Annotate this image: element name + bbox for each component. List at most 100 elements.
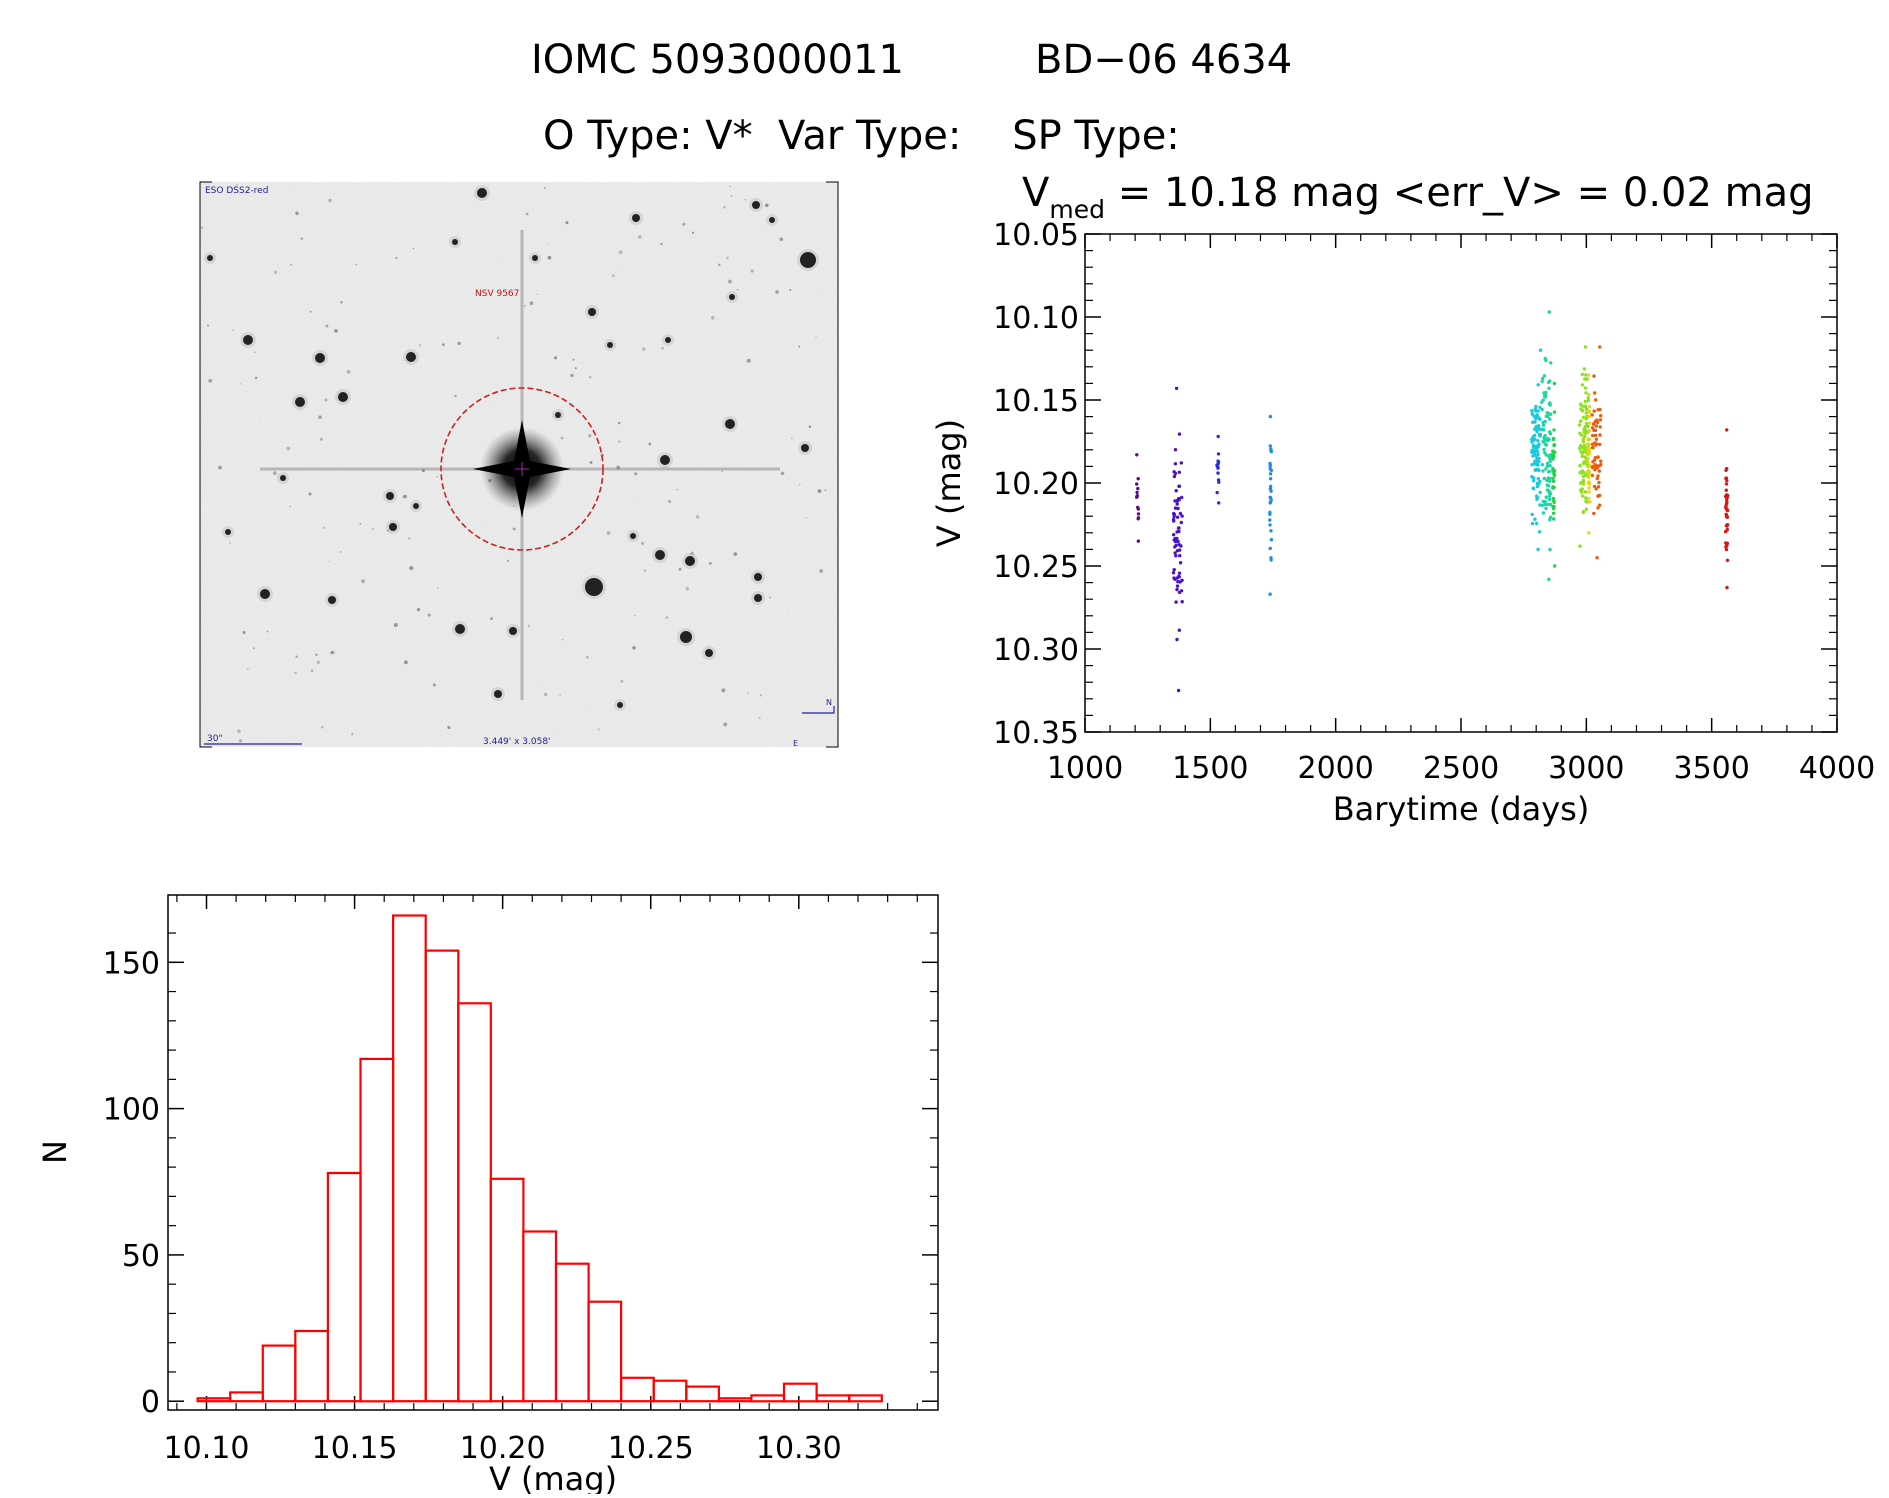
field-star-core	[660, 455, 670, 465]
lc-point	[1579, 407, 1583, 411]
lc-point	[1175, 584, 1180, 588]
lc-point	[1588, 500, 1592, 504]
lc-point	[1545, 461, 1550, 466]
faint-star	[308, 492, 312, 496]
lc-point	[1552, 443, 1557, 447]
lc-title: Vmed = 10.18 mag <err_V> = 0.02 mag	[1022, 170, 1814, 224]
lc-point	[1592, 484, 1597, 489]
lc-point	[1593, 428, 1598, 432]
lc-point	[1540, 400, 1544, 404]
lc-point	[1587, 452, 1592, 456]
lc-point	[1591, 422, 1596, 426]
hist-bar	[326, 1171, 362, 1403]
lc-point	[1173, 471, 1178, 476]
faint-star	[295, 655, 299, 658]
hist-ytick-label: 0	[141, 1385, 160, 1420]
lc-point	[1535, 462, 1539, 467]
faint-star	[232, 329, 234, 331]
lc-point	[1597, 493, 1602, 498]
lc-point	[1135, 490, 1139, 495]
lc-point	[1537, 442, 1541, 446]
lc-xtick-label: 2000	[1297, 751, 1373, 786]
faint-star	[765, 203, 769, 208]
faint-star	[561, 638, 564, 641]
lc-point	[1725, 497, 1729, 502]
faint-star	[334, 329, 338, 333]
field-star-core	[225, 529, 231, 535]
lc-point	[1545, 411, 1550, 415]
lc-xtick-label: 3500	[1673, 751, 1749, 786]
lc-point	[1216, 452, 1221, 456]
lc-point	[1537, 530, 1542, 534]
faint-star	[418, 344, 421, 347]
lc-point	[1544, 467, 1548, 471]
field-star-core	[338, 392, 348, 402]
hist-bar	[229, 1391, 264, 1403]
faint-star	[546, 243, 549, 245]
faint-star	[432, 683, 436, 687]
faint-star	[527, 624, 531, 628]
lc-point	[1591, 433, 1595, 438]
lc-point	[1548, 430, 1552, 434]
lc-point	[1216, 478, 1221, 482]
lc-point	[1596, 455, 1600, 459]
lc-point	[1268, 414, 1273, 419]
field-star-core	[386, 492, 394, 500]
lc-point	[1216, 459, 1220, 463]
faint-star	[407, 536, 411, 540]
faint-star	[427, 613, 431, 617]
aperture-circle	[440, 387, 604, 551]
lc-point	[1551, 476, 1555, 481]
faint-star	[570, 373, 574, 378]
lc-point	[1594, 487, 1598, 491]
faint-star	[409, 566, 414, 571]
lc-point	[1541, 376, 1545, 381]
lc-point	[1581, 437, 1586, 441]
lc-ytick-label: 10.25	[993, 550, 1079, 585]
lc-point	[1547, 386, 1551, 390]
lc-point	[1179, 461, 1184, 465]
lc-point	[1587, 475, 1591, 479]
lc-point	[1599, 462, 1603, 467]
lc-point	[1551, 496, 1556, 501]
lc-point	[1136, 512, 1141, 516]
lc-point	[1530, 409, 1534, 413]
hist-bar	[815, 1394, 851, 1403]
lc-point	[1177, 571, 1182, 575]
faint-star	[253, 351, 256, 353]
faint-star	[524, 304, 526, 307]
field-star-core	[413, 503, 419, 509]
lc-point	[1552, 485, 1556, 489]
lc-point	[1586, 437, 1590, 441]
faint-star	[242, 631, 246, 634]
faint-star	[805, 517, 807, 519]
lc-point	[1598, 425, 1602, 429]
lc-point	[1599, 459, 1603, 463]
lc-point	[1173, 506, 1178, 510]
faint-star	[536, 293, 539, 296]
faint-star	[634, 614, 636, 617]
lc-point	[1536, 383, 1540, 387]
lc-point	[1583, 434, 1587, 439]
field-star-core	[754, 594, 762, 602]
lc-point	[1541, 420, 1545, 425]
lc-ytick-label: 10.30	[993, 633, 1079, 668]
lc-point	[1579, 403, 1584, 408]
lc-point	[1180, 600, 1184, 604]
lc-point	[1136, 486, 1140, 491]
faint-star	[290, 264, 292, 266]
faint-star	[660, 242, 663, 246]
lc-point	[1531, 476, 1536, 480]
faint-star	[437, 587, 439, 589]
lc-point	[1172, 533, 1176, 537]
lc-point	[1552, 505, 1556, 509]
lc-point	[1533, 459, 1537, 463]
field-star-core	[328, 596, 336, 604]
lc-point	[1175, 536, 1179, 541]
lc-point	[1545, 464, 1550, 468]
lc-point	[1174, 600, 1178, 604]
lc-point	[1177, 470, 1182, 474]
hist-ylabel: N	[36, 1140, 74, 1164]
faint-star	[371, 528, 374, 531]
lc-point	[1584, 496, 1588, 500]
